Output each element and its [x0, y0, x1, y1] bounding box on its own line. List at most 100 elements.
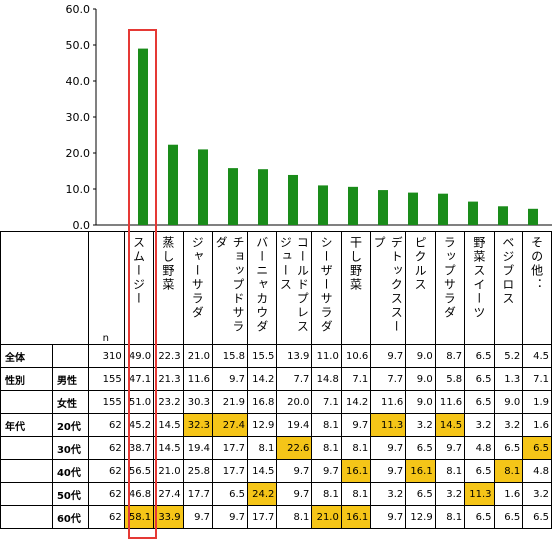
value-cell: 14.8 [311, 367, 342, 391]
category-header: デトックススープ [370, 231, 407, 345]
value-cell: 3.2 [493, 413, 524, 437]
n-value: 62 [87, 436, 125, 460]
value-cell: 7.7 [370, 367, 407, 391]
value-cell: 11.6 [370, 390, 407, 414]
n-value: 62 [87, 505, 125, 529]
value-cell: 11.6 [434, 390, 466, 414]
bar [348, 186, 358, 225]
value-cell: 8.1 [311, 482, 342, 506]
value-cell: 14.5 [246, 459, 278, 483]
table-row: 30代 62 38.7 14.5 19.4 17.7 8.1 22.6 8.1 8.1 9.7 6.5… [0, 436, 552, 460]
y-tick-label: 50.0 [66, 39, 91, 52]
table-row: 女性 155 51.0 23.2 30.3 21.9 16.8 20.0 7.1 14.2 11.6… [0, 390, 552, 414]
y-tick-label: 0.0 [73, 219, 91, 232]
value-cell: 6.5 [464, 505, 495, 529]
table-row: 50代 62 46.8 27.4 17.7 6.5 24.2 9.7 8.1 8.1 3.2 6.5 3… [0, 482, 552, 506]
value-cell: 21.3 [153, 367, 184, 391]
value-cell: 9.7 [340, 413, 372, 437]
bar [228, 168, 238, 225]
y-tick-label: 30.0 [66, 111, 91, 124]
value-cell: 17.7 [212, 459, 248, 483]
category-header: 蒸し野菜 [153, 231, 184, 345]
value-cell: 6.5 [493, 505, 524, 529]
value-cell: 8.1 [340, 482, 372, 506]
value-cell: 45.2 [123, 413, 155, 437]
category-label: その他： [529, 236, 544, 292]
value-cell: 3.2 [434, 482, 466, 506]
value-cell: 6.5 [522, 505, 552, 529]
value-cell: 16.1 [405, 459, 436, 483]
value-cell: 12.9 [246, 413, 278, 437]
value-cell: 22.6 [276, 436, 313, 460]
value-cell: 23.2 [153, 390, 184, 414]
y-tick-label: 20.0 [66, 147, 91, 160]
table-row: 40代 62 56.5 21.0 25.8 17.7 14.5 9.7 9.7 16.1 9.7 16… [0, 459, 552, 483]
value-cell: 17.7 [212, 436, 248, 460]
value-cell: 11.6 [182, 367, 214, 391]
value-cell: 24.2 [246, 482, 278, 506]
value-cell: 9.7 [212, 505, 248, 529]
value-cell: 14.5 [434, 413, 466, 437]
group-label [0, 390, 53, 414]
value-cell: 9.7 [182, 505, 214, 529]
value-cell: 14.5 [153, 413, 184, 437]
category-header: ラップサラダ [434, 231, 466, 345]
value-cell: 46.8 [123, 482, 155, 506]
value-cell: 6.5 [464, 390, 495, 414]
value-cell: 5.2 [493, 344, 524, 368]
value-cell: 14.2 [246, 367, 278, 391]
value-cell: 32.3 [182, 413, 214, 437]
value-cell: 3.2 [405, 413, 436, 437]
group-label [0, 436, 53, 460]
value-cell: 9.0 [405, 390, 436, 414]
value-cell: 9.7 [370, 344, 407, 368]
value-cell: 1.3 [493, 367, 524, 391]
value-cell: 12.9 [405, 505, 436, 529]
bar-chart: 0.0 10.0 20.0 30.0 40.0 50.0 60.0 [66, 3, 552, 232]
value-cell: 8.1 [276, 505, 313, 529]
value-cell: 4.8 [522, 459, 552, 483]
corner-cell [0, 231, 89, 345]
value-cell: 38.7 [123, 436, 155, 460]
value-cell: 7.1 [340, 367, 372, 391]
value-cell: 9.7 [276, 482, 313, 506]
bar [378, 190, 388, 225]
value-cell: 6.5 [522, 436, 552, 460]
value-cell: 8.1 [340, 436, 372, 460]
value-cell: 6.5 [464, 367, 495, 391]
y-tick-label: 60.0 [66, 3, 91, 16]
group-label: 全体 [0, 344, 53, 368]
bar [408, 192, 418, 225]
y-tick-label: 10.0 [66, 183, 91, 196]
value-cell: 9.7 [434, 436, 466, 460]
value-cell: 9.0 [405, 344, 436, 368]
category-label: コールドプレスジュース [278, 236, 310, 334]
value-cell: 5.8 [434, 367, 466, 391]
table-row: 全体 310 49.0 22.3 21.0 15.8 15.5 13.9 11.0 10.6 9.7… [0, 344, 552, 368]
value-cell: 9.0 [405, 367, 436, 391]
category-label: デトックススープ [372, 236, 404, 334]
value-cell: 14.5 [153, 436, 184, 460]
value-cell: 16.1 [340, 459, 372, 483]
value-cell: 6.5 [493, 436, 524, 460]
n-value: 155 [87, 367, 125, 391]
n-header: n [87, 231, 125, 345]
category-header: ベジブロス [493, 231, 524, 345]
value-cell: 16.1 [340, 505, 372, 529]
value-cell: 8.1 [311, 413, 342, 437]
value-cell: 14.2 [340, 390, 372, 414]
value-cell: 9.7 [276, 459, 313, 483]
value-cell: 8.1 [434, 505, 466, 529]
bar [198, 149, 208, 225]
value-cell: 7.1 [311, 390, 342, 414]
sub-label: 60代 [51, 505, 89, 529]
value-cell: 33.9 [153, 505, 184, 529]
value-cell: 9.7 [370, 459, 407, 483]
group-label [0, 482, 53, 506]
value-cell: 16.8 [246, 390, 278, 414]
bar [438, 193, 448, 225]
value-cell: 58.1 [123, 505, 155, 529]
value-cell: 1.6 [493, 482, 524, 506]
n-value: 62 [87, 482, 125, 506]
value-cell: 25.8 [182, 459, 214, 483]
